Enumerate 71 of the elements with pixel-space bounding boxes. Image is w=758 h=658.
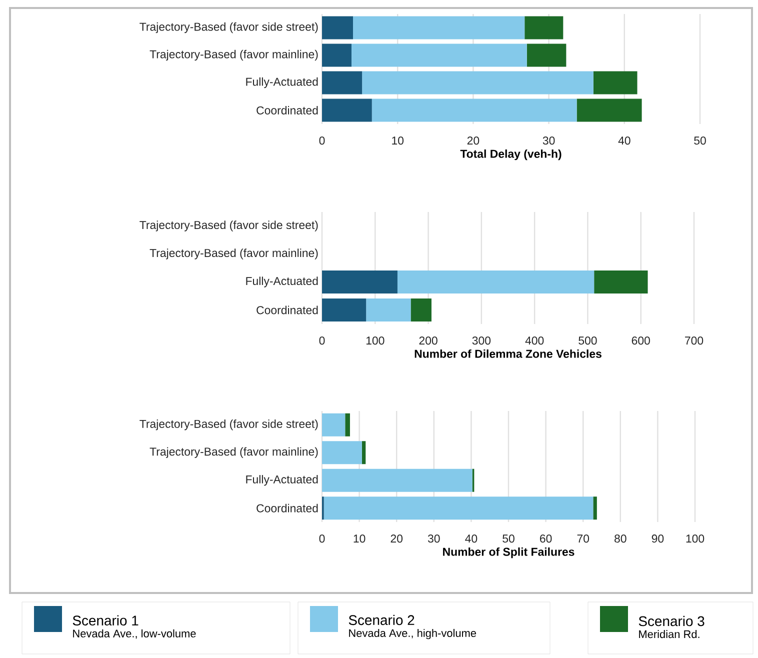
bar <box>322 298 366 322</box>
bar <box>410 298 432 322</box>
bar <box>576 98 642 122</box>
x-axis-title: Total Delay (veh-h) <box>460 149 562 160</box>
bar <box>526 44 566 67</box>
x-tick-label: 300 <box>472 336 491 345</box>
x-tick-label: 100 <box>366 336 384 345</box>
y-tick-label: Trajectory-Based (favor mainline) <box>150 50 318 61</box>
bar <box>322 71 362 94</box>
x-tick-label: 200 <box>419 336 438 345</box>
bar <box>322 98 372 122</box>
bar <box>372 98 577 122</box>
bar <box>351 44 527 67</box>
bar <box>397 270 594 294</box>
x-tick-label: 70 <box>577 534 590 543</box>
x-tick-label: 100 <box>686 534 704 543</box>
x-tick-label: 0 <box>319 336 325 345</box>
x-tick-label: 30 <box>542 136 555 145</box>
bar <box>322 468 472 492</box>
bar <box>322 270 398 294</box>
x-tick-label: 500 <box>578 336 597 345</box>
x-tick-label: 30 <box>428 534 440 543</box>
y-tick-label: Fully-Actuated <box>246 475 318 486</box>
y-tick-label: Coordinated <box>256 306 318 314</box>
bar <box>322 44 352 67</box>
x-axis-title: Number of Split Failures <box>443 547 574 558</box>
x-tick-label: 80 <box>614 534 626 543</box>
bar <box>362 441 366 464</box>
x-tick-label: 400 <box>525 336 544 345</box>
y-tick-label: Trajectory-Based (favor side street) <box>140 220 318 232</box>
legend-label: Scenario 2 <box>348 614 414 626</box>
text: Meridian Rd. <box>639 630 700 638</box>
x-tick-label: 0 <box>319 534 325 543</box>
bar <box>593 496 597 520</box>
y-tick-label: Trajectory-Based (favor side street) <box>140 22 318 34</box>
x-tick-label: 700 <box>685 336 704 345</box>
y-tick-label: Fully-Actuated <box>246 77 318 88</box>
bar <box>324 496 594 520</box>
bar <box>322 441 362 464</box>
x-tick-label: 0 <box>319 136 325 145</box>
bar <box>322 413 346 436</box>
bar <box>524 16 564 40</box>
y-tick-label: Trajectory-Based (favor side street) <box>140 420 318 430</box>
x-tick-label: 50 <box>502 534 514 543</box>
bar <box>353 16 525 40</box>
y-tick-label: Coordinated <box>256 504 318 512</box>
bar <box>345 413 350 436</box>
bar <box>593 71 638 94</box>
bar <box>594 270 648 294</box>
text: Nevada Ave., high-volume <box>349 628 476 640</box>
x-tick-label: 90 <box>652 534 664 543</box>
text: Nevada Ave., low-volume <box>73 629 196 639</box>
bar <box>366 298 411 322</box>
legend-label: Scenario 1 <box>72 615 138 626</box>
y-tick-label: Fully-Actuated <box>246 276 318 288</box>
x-axis-title: Number of Dilemma Zone Vehicles <box>414 349 602 358</box>
legend-label: Scenario 3 <box>638 616 704 626</box>
x-tick-label: 600 <box>632 336 650 345</box>
x-tick-label: 40 <box>465 534 478 543</box>
x-tick-label: 10 <box>354 534 366 543</box>
bar <box>322 16 353 40</box>
x-tick-label: 50 <box>694 136 706 145</box>
x-tick-label: 20 <box>467 136 480 145</box>
x-tick-label: 40 <box>618 136 630 145</box>
y-tick-label: Coordinated <box>256 106 318 114</box>
x-tick-label: 10 <box>392 136 404 145</box>
y-tick-label: Trajectory-Based (favor mainline) <box>150 248 318 260</box>
bar <box>362 71 594 94</box>
x-tick-label: 60 <box>540 534 552 543</box>
y-tick-label: Trajectory-Based (favor mainline) <box>150 447 318 458</box>
x-tick-label: 20 <box>390 534 403 543</box>
